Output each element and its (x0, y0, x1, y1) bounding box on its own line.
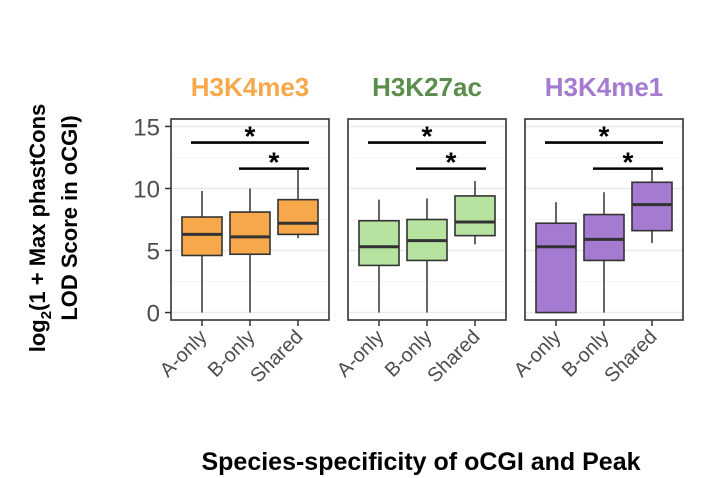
significance-star: * (422, 121, 433, 152)
panel-title: H3K4me3 (191, 72, 310, 102)
box-shared (454, 195, 496, 237)
significance-star: * (599, 121, 610, 152)
significance-star: * (245, 121, 256, 152)
significance-star: * (446, 147, 457, 178)
y-tick-label: 0 (147, 301, 160, 328)
x-tick-label: Shared (423, 326, 484, 387)
box-b-only (583, 213, 625, 262)
x-tick-label: Shared (600, 326, 661, 387)
box-a-only (535, 222, 577, 314)
panel-title: H3K4me1 (545, 72, 664, 102)
box-a-only (358, 219, 400, 267)
x-tick-label: A-only (156, 326, 212, 382)
x-axis-title: Species-specificity of oCGI and Peak (201, 448, 640, 476)
y-axis-title-line2: LOD Score in oCGI) (57, 115, 82, 320)
box-shared (277, 198, 319, 236)
x-tick-label: A-only (510, 326, 566, 382)
box-a-only (181, 216, 223, 257)
box-shared (631, 181, 673, 232)
significance-star: * (269, 147, 280, 178)
x-tick-label: A-only (333, 326, 389, 382)
y-tick-label: 15 (133, 114, 160, 141)
box-b-only (229, 211, 271, 256)
panel-title: H3K27ac (372, 72, 482, 102)
y-tick-label: 10 (133, 176, 160, 203)
significance-star: * (623, 147, 634, 178)
y-axis-title: log2(1 + Max phastCons LOD Score in oCGI… (25, 104, 82, 353)
y-tick-label: 5 (147, 239, 160, 266)
x-tick-label: Shared (246, 326, 307, 387)
y-axis-title-line1: log2(1 + Max phastCons (25, 104, 55, 353)
